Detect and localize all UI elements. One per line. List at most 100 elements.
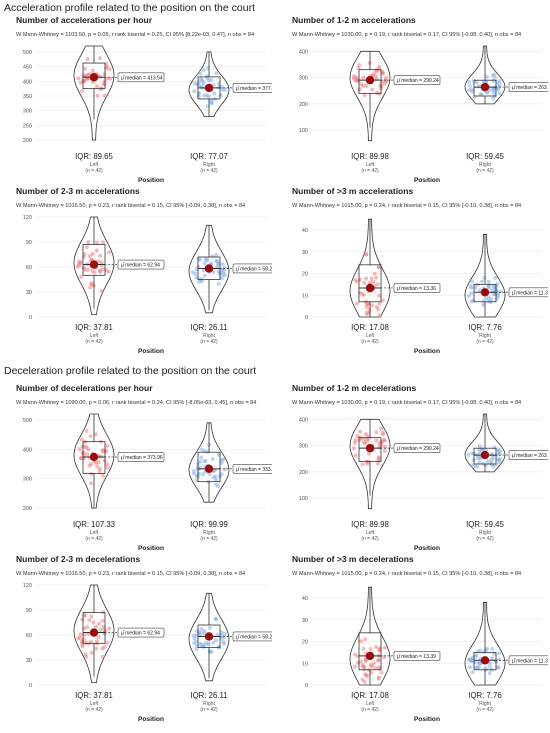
data-point-right [467, 80, 472, 84]
data-point-left [351, 446, 356, 451]
iqr-label-left: IQR: 89.98 [351, 520, 389, 529]
data-point-left [368, 663, 373, 668]
data-point-left [377, 293, 382, 298]
y-tick-label: 10 [302, 293, 308, 299]
median-label-right: μ̂ median = 11.37 [512, 658, 548, 664]
median-label-left: μ̂ median = 62.94 [121, 263, 160, 269]
data-point-left [89, 471, 94, 476]
data-point-left [80, 644, 85, 649]
data-point-right [200, 278, 205, 282]
iqr-label-right: IQR: 26.11 [190, 691, 227, 700]
data-point-left [85, 625, 90, 630]
data-point-left [90, 251, 95, 256]
data-point-left [372, 666, 377, 670]
chart-panel-accel-per-hour: Number of accelerations per hour W Mann-W… [4, 14, 280, 189]
median-label-box-left [393, 75, 441, 85]
group-label-left: Left [90, 701, 99, 707]
iqr-label-right: IQR: 26.11 [190, 323, 227, 332]
data-point-right [489, 462, 494, 467]
box-right [473, 79, 497, 97]
iqr-label-left: IQR: 89.65 [75, 152, 113, 161]
violin-right [188, 224, 230, 314]
data-point-right [194, 633, 199, 638]
data-point-left [90, 68, 95, 73]
y-tick-label: 60 [26, 265, 32, 271]
data-point-left [374, 304, 379, 309]
y-tick-label: 450 [23, 65, 32, 71]
data-point-left [86, 240, 91, 245]
data-point-left [379, 670, 384, 675]
data-point-left [362, 93, 367, 98]
data-point-left [87, 254, 92, 259]
data-point-left [105, 76, 110, 81]
chart-title: Number of accelerations per hour [16, 15, 153, 25]
data-point-left [372, 271, 377, 276]
data-point-left [105, 465, 110, 470]
data-point-left [80, 89, 85, 94]
y-tick-label: 400 [299, 49, 308, 55]
data-point-right [212, 91, 217, 96]
group-label-right: Right [203, 530, 215, 536]
iqr-label-right: IQR: 99.99 [190, 520, 228, 529]
data-point-left [367, 451, 371, 456]
y-tick-label: 300 [23, 109, 32, 115]
data-point-right [497, 458, 502, 463]
data-point-left [83, 66, 88, 71]
group-n-label-left: (n = 42) [361, 536, 379, 542]
data-point-left [368, 280, 373, 285]
y-tick-label: 0 [29, 683, 32, 689]
data-point-right [199, 455, 204, 460]
iqr-label-left: IQR: 37.81 [75, 323, 113, 332]
data-point-left [95, 464, 100, 469]
median-label-right: μ̂ median = 58.22 [236, 266, 272, 272]
data-point-left [79, 456, 83, 461]
data-point-right [206, 94, 211, 99]
data-point-right [201, 631, 206, 636]
data-point-right [213, 616, 218, 621]
data-point-left [374, 645, 379, 649]
box-left [358, 69, 382, 94]
data-point-left [76, 636, 81, 641]
data-point-left [364, 276, 369, 281]
chart-title: Number of >3 m accelerations [292, 186, 413, 196]
x-axis-title: Position [138, 716, 164, 723]
data-point-right [474, 80, 479, 85]
data-point-right [192, 89, 197, 94]
data-point-right [203, 459, 208, 463]
data-point-right [470, 658, 475, 663]
y-tick-label: 350 [23, 94, 32, 100]
data-point-right [197, 631, 202, 636]
chart-title: Number of decelerations per hour [16, 383, 153, 393]
group-label-left: Left [366, 701, 375, 707]
data-point-left [357, 290, 362, 295]
data-point-left [98, 56, 102, 61]
data-point-left [102, 93, 107, 98]
data-point-right [467, 665, 472, 670]
data-point-right [469, 299, 474, 304]
violin-right [464, 234, 506, 318]
data-point-left [371, 661, 376, 666]
data-point-right [192, 471, 196, 476]
iqr-label-left: IQR: 37.81 [75, 691, 113, 700]
median-marker-left [89, 73, 99, 82]
data-point-left [376, 265, 381, 270]
data-point-right [219, 636, 224, 641]
median-label-left: μ̂ median = 62.94 [121, 631, 160, 637]
y-tick-label: 500 [23, 50, 32, 56]
data-point-left [94, 646, 99, 651]
y-tick-label: 200 [299, 102, 308, 108]
stats-subtitle: W Mann-Whitney = 1016.50, p = 0.23, r ra… [16, 571, 245, 577]
median-label-box-left [117, 452, 165, 462]
data-point-left [102, 72, 107, 77]
data-point-left [382, 438, 387, 443]
data-point-left [78, 632, 83, 637]
data-point-left [377, 301, 382, 306]
data-point-right [473, 285, 478, 290]
group-n-label-right: (n = 42) [200, 707, 218, 713]
data-point-right [477, 660, 482, 665]
data-point-right [219, 460, 224, 465]
data-point-right [483, 296, 488, 301]
group-n-label-right: (n = 42) [200, 536, 218, 542]
data-point-left [352, 664, 357, 669]
data-point-right [478, 92, 483, 97]
